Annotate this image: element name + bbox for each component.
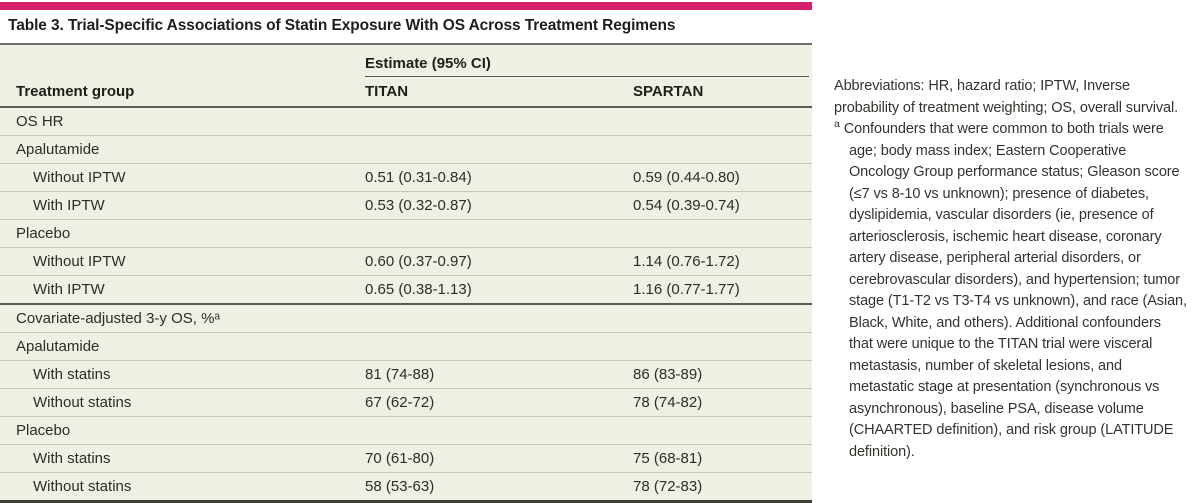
- table-row: With IPTW 0.53 (0.32-0.87) 0.54 (0.39-0.…: [0, 191, 812, 219]
- spartan-value: 0.54 (0.39-0.74): [633, 197, 740, 214]
- column-header-spartan: SPARTAN: [633, 83, 704, 100]
- table-row: With statins 70 (61-80) 75 (68-81): [0, 444, 812, 472]
- table-row: With IPTW 0.65 (0.38-1.13) 1.16 (0.77-1.…: [0, 275, 812, 303]
- row-label: Placebo: [16, 225, 71, 242]
- row-label: OS HR: [16, 113, 64, 130]
- spartan-value: 1.16 (0.77-1.77): [633, 281, 740, 298]
- titan-value: 0.51 (0.31-0.84): [365, 169, 472, 186]
- spartan-value: 86 (83-89): [633, 366, 703, 383]
- titan-value: 67 (62-72): [365, 394, 435, 411]
- notes-panel: Abbreviations: HR, hazard ratio; IPTW, I…: [834, 0, 1188, 463]
- row-label: Apalutamide: [16, 338, 100, 355]
- table-row: With statins 81 (74-88) 86 (83-89): [0, 360, 812, 388]
- table-row: Without IPTW 0.51 (0.31-0.84) 0.59 (0.44…: [0, 163, 812, 191]
- spartan-value: 78 (74-82): [633, 394, 703, 411]
- titan-value: 58 (53-63): [365, 478, 435, 495]
- table-row: Without statins 67 (62-72) 78 (74-82): [0, 388, 812, 416]
- column-header-treatment-group: Treatment group: [16, 83, 135, 100]
- row-label: Covariate-adjusted 3-y OS, %ᵃ: [16, 310, 221, 327]
- footnote-text: Confounders that were common to both tri…: [843, 121, 1187, 460]
- row-label: With statins: [33, 366, 111, 383]
- page-title: Table 3. Trial-Specific Associations of …: [8, 17, 676, 34]
- spartan-value: 1.14 (0.76-1.72): [633, 253, 740, 270]
- table-row: Without statins 58 (53-63) 78 (72-83): [0, 472, 812, 500]
- table-span-header-row: Estimate (95% CI): [0, 45, 812, 77]
- statin-os-table: Estimate (95% CI) Treatment group TITAN …: [0, 43, 812, 503]
- row-label: Apalutamide: [16, 141, 100, 158]
- row-label: Without statins: [33, 394, 132, 411]
- accent-bar: [0, 2, 812, 10]
- row-label: Without IPTW: [33, 253, 126, 270]
- row-label: Without IPTW: [33, 169, 126, 186]
- titan-value: 0.60 (0.37-0.97): [365, 253, 472, 270]
- titan-value: 70 (61-80): [365, 450, 435, 467]
- row-label: With IPTW: [33, 281, 105, 298]
- span-header-spacer: [0, 45, 365, 77]
- table-row: Apalutamide: [0, 332, 812, 360]
- table-row: Placebo: [0, 416, 812, 444]
- row-label: With statins: [33, 450, 111, 467]
- table-row: Covariate-adjusted 3-y OS, %ᵃ: [0, 303, 812, 332]
- table-panel: Table 3. Trial-Specific Associations of …: [0, 2, 812, 503]
- footnote-a: a Confounders that were common to both tr…: [834, 119, 1188, 463]
- column-group-header-estimate: Estimate (95% CI): [365, 45, 809, 77]
- row-label: With IPTW: [33, 197, 105, 214]
- titan-value: 0.53 (0.32-0.87): [365, 197, 472, 214]
- spartan-value: 78 (72-83): [633, 478, 703, 495]
- row-label: Without statins: [33, 478, 132, 495]
- spartan-value: 0.59 (0.44-0.80): [633, 169, 740, 186]
- titan-value: 0.65 (0.38-1.13): [365, 281, 472, 298]
- table-column-header-row: Treatment group TITAN SPARTAN: [0, 77, 812, 106]
- spartan-value: 75 (68-81): [633, 450, 703, 467]
- footnote-marker: a: [834, 118, 840, 131]
- table-row: Apalutamide: [0, 135, 812, 163]
- table-row: Without IPTW 0.60 (0.37-0.97) 1.14 (0.76…: [0, 247, 812, 275]
- table-row: Placebo: [0, 219, 812, 247]
- row-label: Placebo: [16, 422, 71, 439]
- titan-value: 81 (74-88): [365, 366, 435, 383]
- abbreviations-note: Abbreviations: HR, hazard ratio; IPTW, I…: [834, 78, 1179, 116]
- column-header-titan: TITAN: [365, 83, 409, 100]
- table-row: OS HR: [0, 106, 812, 135]
